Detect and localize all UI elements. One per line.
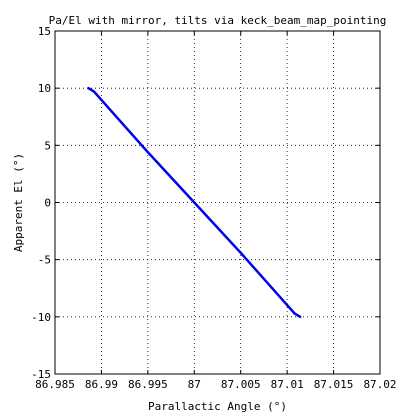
y-tick-label: 0 xyxy=(44,197,51,210)
x-tick-label: 87 xyxy=(188,378,201,391)
y-tick-label: -15 xyxy=(31,368,51,381)
x-tick-label: 86.995 xyxy=(128,378,168,391)
series-line xyxy=(87,86,302,319)
y-tick-label: 15 xyxy=(38,25,51,38)
y-axis-label: Apparent El (°) xyxy=(12,153,25,252)
y-tick-label: 5 xyxy=(44,139,51,152)
tick-label-layer: 86.985 86.99 86.995 87 87.005 87.01 87.015 87.0… xyxy=(31,25,396,391)
x-tick-label: 87.005 xyxy=(221,378,261,391)
chart-title: Pa/El with mirror, tilts via keck_beam_m… xyxy=(49,14,387,27)
y-tick-label: -5 xyxy=(38,254,51,267)
tick-layer xyxy=(54,30,381,375)
y-tick-label: 10 xyxy=(38,82,51,95)
x-tick-label: 86.985 xyxy=(35,378,75,391)
series-layer xyxy=(87,86,302,319)
y-tick-label: -10 xyxy=(31,311,51,324)
x-tick-label: 87.01 xyxy=(271,378,304,391)
x-tick-label: 87.015 xyxy=(314,378,354,391)
x-tick-label: 87.02 xyxy=(363,378,396,391)
x-tick-label: 86.99 xyxy=(85,378,118,391)
x-axis-label: Parallactic Angle (°) xyxy=(148,400,287,413)
